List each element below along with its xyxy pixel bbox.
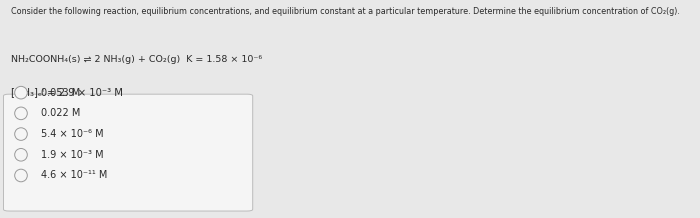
Text: 0.022 M: 0.022 M [41,108,80,118]
Text: 1.9 × 10⁻³ M: 1.9 × 10⁻³ M [41,150,103,160]
Text: [NH₃]ₑⁱ = 2.9 × 10⁻³ M: [NH₃]ₑⁱ = 2.9 × 10⁻³ M [11,87,123,97]
Ellipse shape [15,107,27,120]
Text: 0.053 M: 0.053 M [41,88,80,98]
Text: NH₂COONH₄(s) ⇌ 2 NH₃(g) + CO₂(g)  K⁣ = 1.58 × 10⁻⁶: NH₂COONH₄(s) ⇌ 2 NH₃(g) + CO₂(g) K⁣ = 1.… [11,54,262,63]
Ellipse shape [15,128,27,140]
Ellipse shape [15,169,27,182]
FancyBboxPatch shape [4,94,253,211]
Ellipse shape [15,148,27,161]
Text: 4.6 × 10⁻¹¹ M: 4.6 × 10⁻¹¹ M [41,170,107,181]
Text: Consider the following reaction, equilibrium concentrations, and equilibrium con: Consider the following reaction, equilib… [11,7,680,15]
Ellipse shape [15,86,27,99]
Text: 5.4 × 10⁻⁶ M: 5.4 × 10⁻⁶ M [41,129,103,139]
